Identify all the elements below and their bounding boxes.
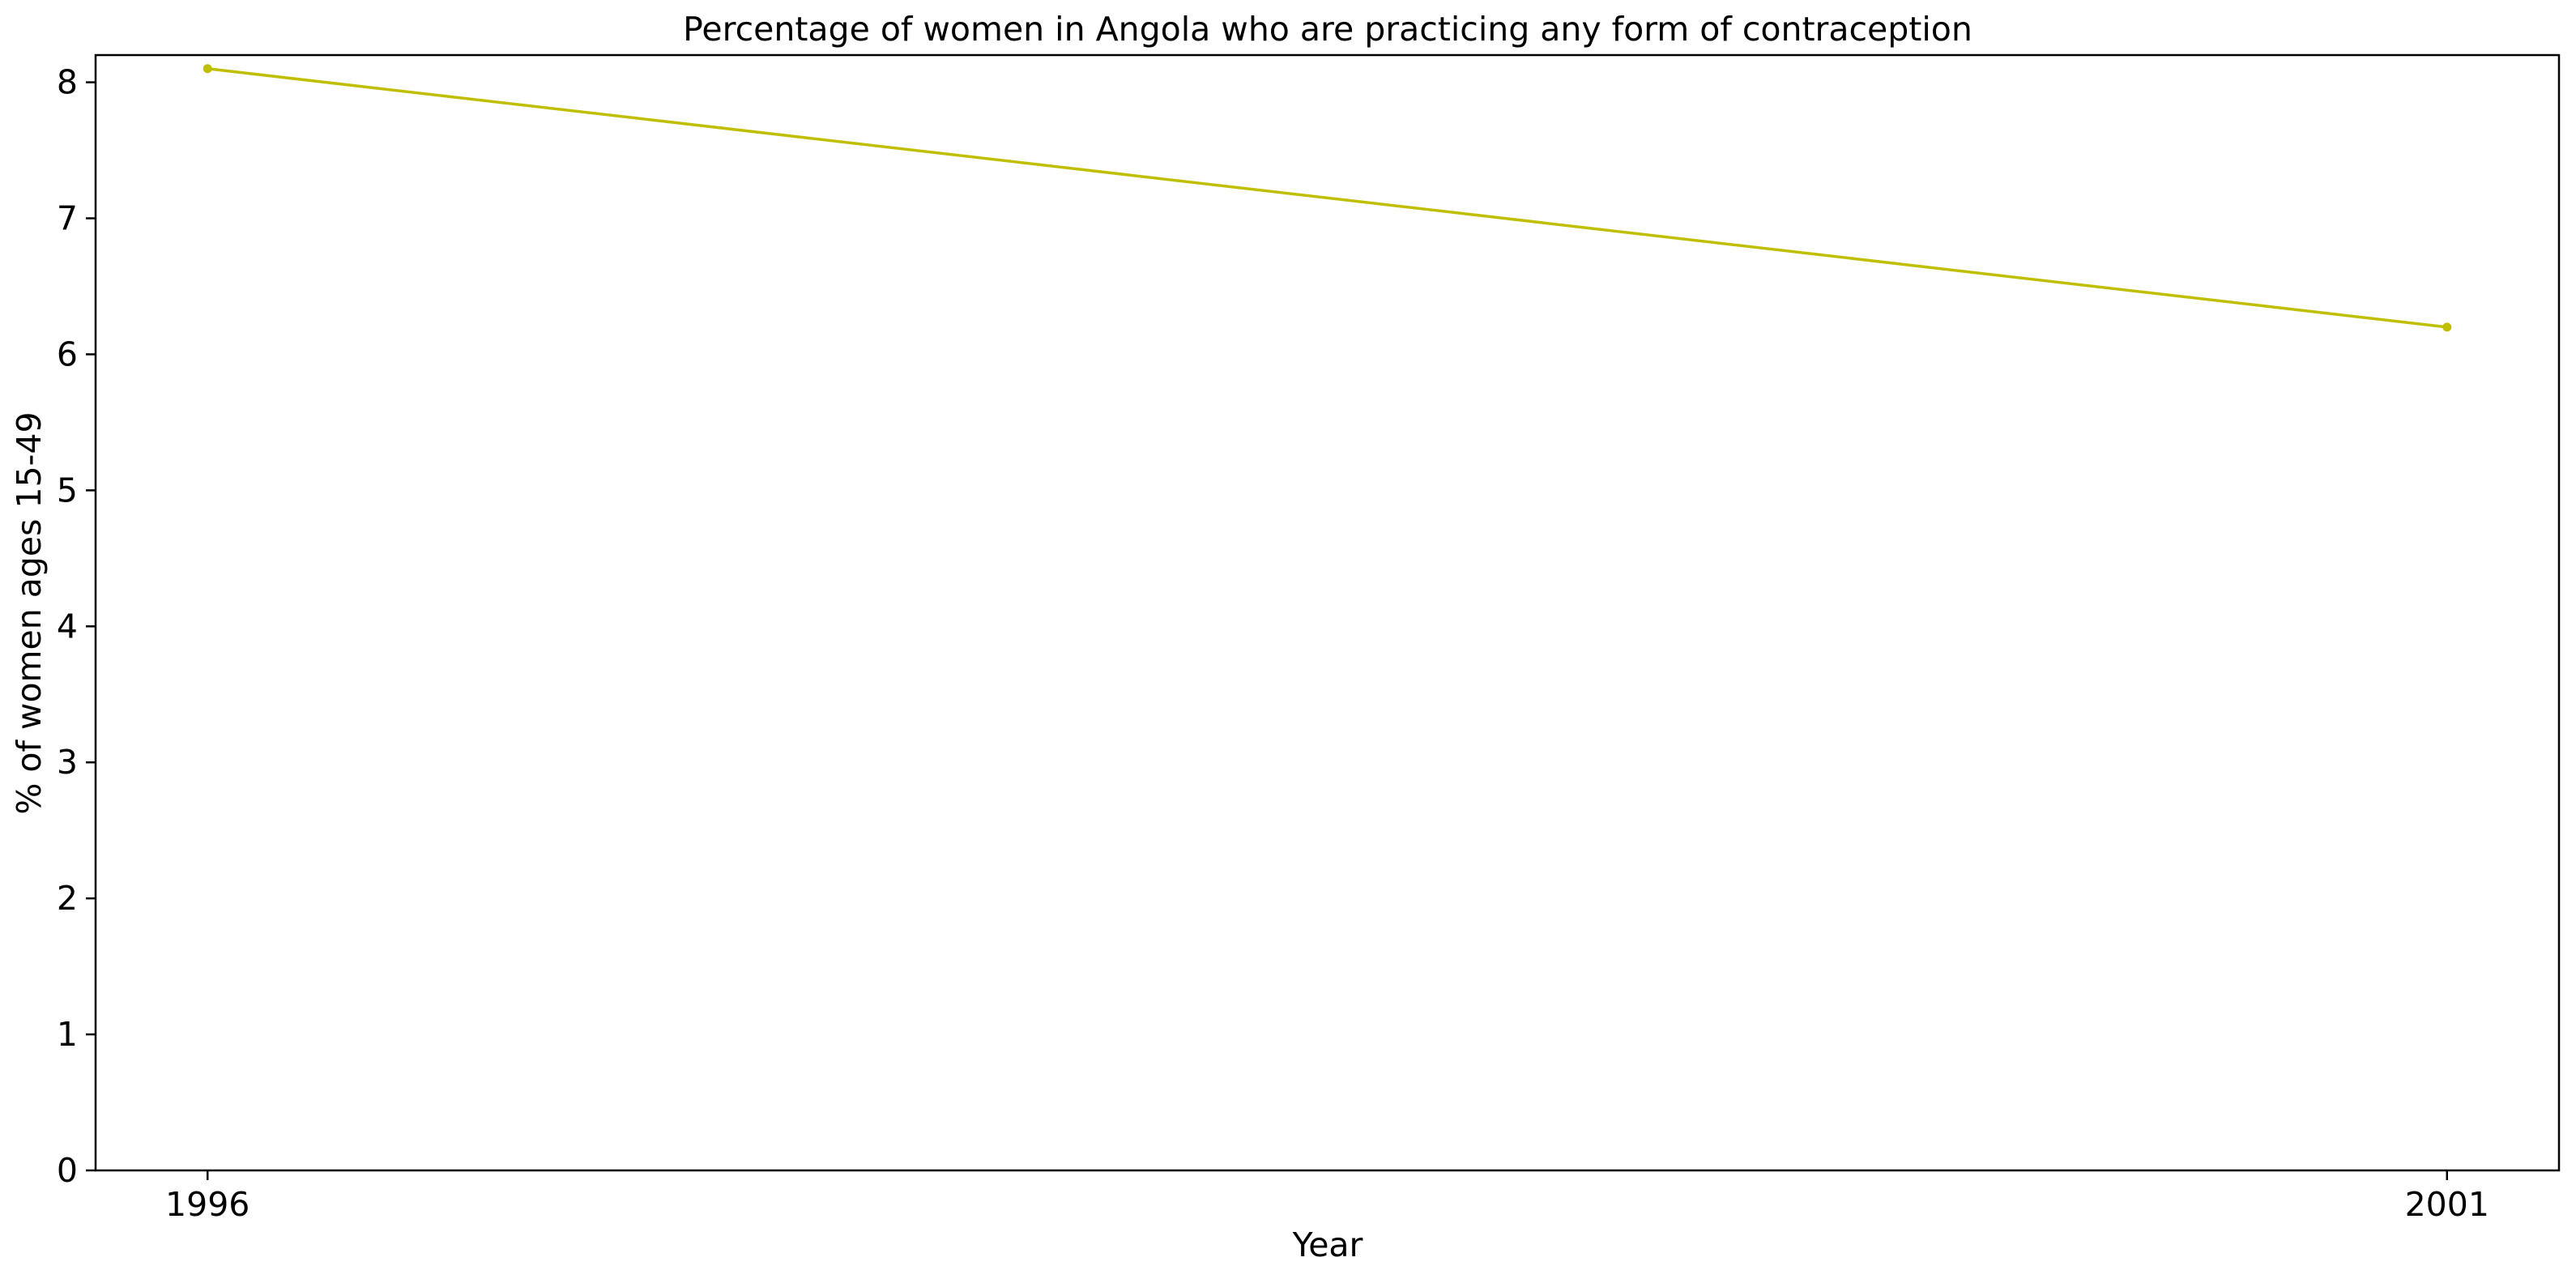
y-tick-label: 4 bbox=[57, 607, 78, 646]
y-axis-ticks: 0 1 2 3 4 5 6 7 8 bbox=[57, 63, 96, 1190]
series-line bbox=[207, 67, 2447, 329]
y-tick-label: 1 bbox=[57, 1015, 78, 1054]
y-tick-label: 6 bbox=[57, 335, 78, 373]
x-axis-label: Year bbox=[1292, 1225, 1363, 1264]
y-tick-label: 2 bbox=[57, 879, 78, 918]
y-tick-label: 7 bbox=[57, 199, 78, 238]
x-tick-label: 1996 bbox=[165, 1185, 249, 1224]
y-tick-label: 0 bbox=[57, 1151, 78, 1190]
x-tick-label: 2001 bbox=[2405, 1185, 2489, 1224]
y-axis-label: % of women ages 15-49 bbox=[10, 411, 49, 814]
y-tick-label: 3 bbox=[57, 743, 78, 782]
series-layer bbox=[203, 64, 2452, 332]
data-point bbox=[203, 64, 212, 74]
chart-title: Percentage of women in Angola who are pr… bbox=[683, 10, 1973, 49]
x-axis-ticks: 1996 2001 bbox=[165, 1170, 2489, 1224]
y-tick-label: 8 bbox=[57, 63, 78, 102]
data-point bbox=[2442, 322, 2452, 332]
y-tick-label: 5 bbox=[57, 471, 78, 509]
plot-area-frame bbox=[94, 53, 2561, 1172]
